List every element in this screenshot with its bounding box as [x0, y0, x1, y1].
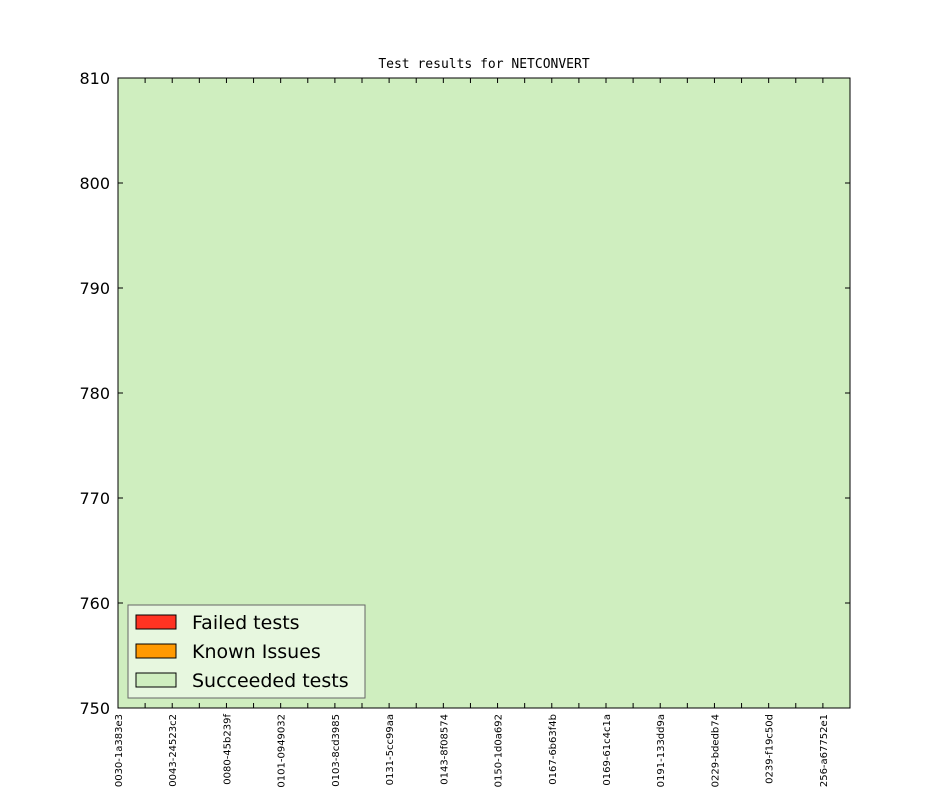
- y-tick-label: 780: [79, 384, 110, 403]
- legend-label: Known Issues: [192, 641, 321, 663]
- x-tick-label: 0191-133dd9a: [656, 714, 667, 787]
- x-tick-label: 0229-bdedb74: [710, 714, 721, 787]
- y-tick-label: 800: [79, 174, 110, 193]
- x-tick-label: 0043-24523c2: [168, 714, 179, 787]
- x-tick-label: 0030-1a383e3: [114, 714, 125, 787]
- x-tick-label: 0103-8cd3985: [331, 714, 342, 787]
- x-tick-label: 0256-a67752e1: [819, 714, 830, 787]
- legend-label: Succeeded tests: [192, 670, 349, 692]
- y-tick-label: 750: [79, 699, 110, 718]
- chart-title: Test results for NETCONVERT: [378, 57, 589, 72]
- y-tick-label: 760: [79, 594, 110, 613]
- legend-swatch: [135, 643, 177, 659]
- y-tick-label: 810: [79, 69, 110, 88]
- area: [118, 78, 850, 708]
- x-tick-label: 0169-61c4c1a: [602, 714, 613, 786]
- legend-swatch: [135, 614, 177, 630]
- x-tick-label: 0239-f19c50d: [765, 714, 776, 784]
- x-tick-label: 0150-1d0a692: [494, 714, 505, 787]
- x-tick-label: 0167-6b63f4b: [548, 714, 559, 785]
- legend-label: Failed tests: [192, 612, 300, 634]
- legend-swatch: [135, 672, 177, 688]
- x-tick-label: 0101-0949032: [277, 714, 288, 787]
- x-tick-label: 0080-45b239f: [222, 714, 233, 785]
- x-tick-label: 0143-8f08574: [439, 714, 450, 785]
- x-tick-label: 0131-5cc99aa: [385, 714, 396, 785]
- y-tick-label: 790: [79, 279, 110, 298]
- plot-area: [118, 78, 850, 708]
- y-tick-label: 770: [79, 489, 110, 508]
